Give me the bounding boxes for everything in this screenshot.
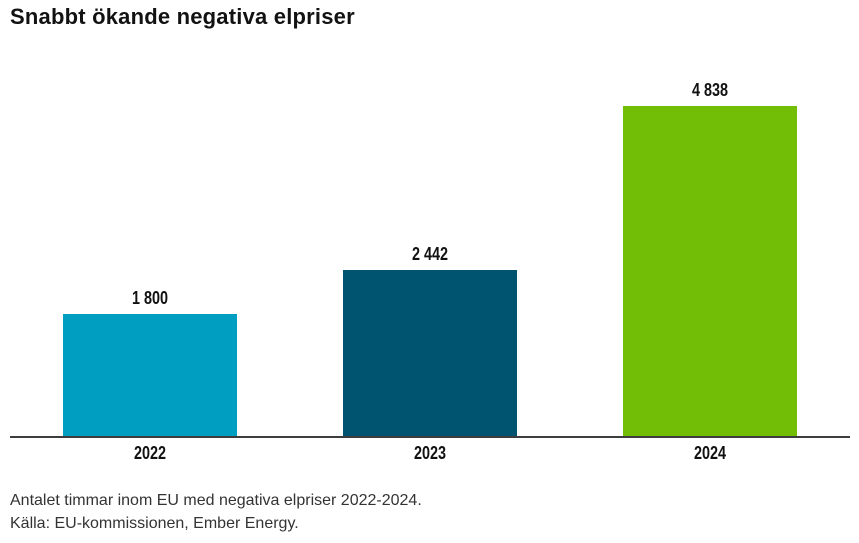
bar-value-label-2023: 2 442 [411,244,449,264]
bar-2024[interactable] [623,106,797,437]
caption-line-2: Källa: EU-kommissionen, Ember Energy. [10,515,299,532]
bar-group-2022: 1 800 2022 [63,0,237,463]
chart-title: Snabbt ökande negativa elpriser [10,4,355,29]
chart-caption: Antalet timmar inom EU med negativa elpr… [10,489,422,535]
x-tick-label-2024: 2024 [693,443,727,463]
bar-value-label-2022: 1 800 [131,288,169,308]
bar-2023[interactable] [343,270,517,437]
x-tick-label-2022: 2022 [133,443,167,463]
bar-value-label-2024: 4 838 [691,80,729,100]
caption-line-1: Antalet timmar inom EU med negativa elpr… [10,492,422,509]
bar-2022[interactable] [63,314,237,437]
plot-area: 1 800 2022 2 442 2023 4 838 2024 [10,0,850,463]
bar-group-2024: 4 838 2024 [623,0,797,463]
x-tick-label-2023: 2023 [413,443,447,463]
x-axis-line [10,436,850,438]
bar-group-2023: 2 442 2023 [343,0,517,463]
